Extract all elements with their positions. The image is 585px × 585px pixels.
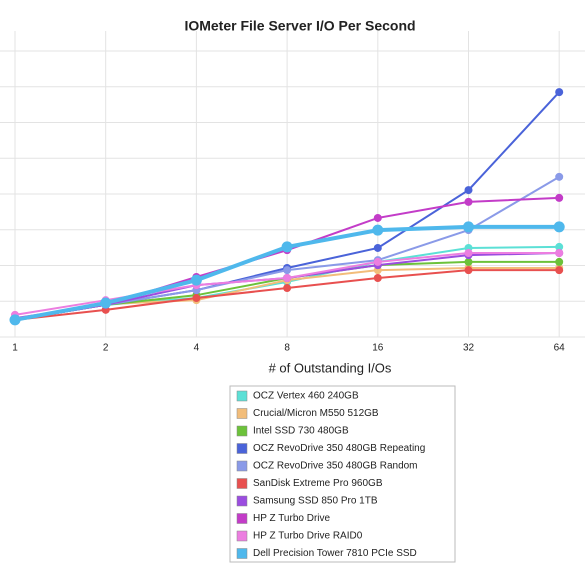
data-point xyxy=(555,172,564,181)
data-point xyxy=(372,224,384,236)
data-point xyxy=(283,274,292,283)
data-point xyxy=(464,248,473,257)
legend-label: OCZ Vertex 460 240GB xyxy=(253,391,359,402)
data-point xyxy=(9,314,21,326)
data-point xyxy=(464,257,473,266)
legend-swatch xyxy=(236,513,248,524)
x-axis-label: # of Outstanding I/Os xyxy=(269,360,392,375)
legend-label: HP Z Turbo Drive RAID0 xyxy=(253,531,363,542)
data-point xyxy=(555,88,564,97)
data-point xyxy=(555,193,564,202)
legend-label: Dell Precision Tower 7810 PCIe SSD xyxy=(253,548,417,559)
legend-swatch xyxy=(236,425,248,437)
data-point xyxy=(373,274,382,283)
legend-label: HP Z Turbo Drive xyxy=(253,513,330,524)
legend-swatch xyxy=(236,478,248,489)
data-point xyxy=(555,266,564,275)
legend-swatch xyxy=(236,390,248,402)
x-tick-label: 4 xyxy=(194,343,200,354)
data-point xyxy=(463,221,474,233)
x-tick-label: 2 xyxy=(103,343,109,354)
legend-swatch xyxy=(236,548,248,559)
chart-title: IOMeter File Server I/O Per Second xyxy=(184,18,415,34)
data-point xyxy=(190,274,202,286)
data-point xyxy=(464,197,473,206)
legend xyxy=(229,385,456,563)
legend-swatch xyxy=(236,443,248,454)
data-point xyxy=(555,242,564,251)
x-tick-label: 16 xyxy=(372,343,384,354)
legend-swatch xyxy=(236,460,248,472)
legend-label: OCZ RevoDrive 350 480GB Repeating xyxy=(253,443,425,454)
data-point xyxy=(373,243,382,252)
data-point xyxy=(283,266,292,275)
x-tick-label: 8 xyxy=(284,343,290,354)
legend-label: OCZ RevoDrive 350 480GB Random xyxy=(253,461,418,472)
data-point xyxy=(373,213,382,222)
x-tick-label: 1 xyxy=(12,343,18,354)
legend-label: SanDisk Extreme Pro 960GB xyxy=(253,478,383,489)
x-tick-label: 64 xyxy=(554,343,566,354)
data-point xyxy=(283,284,292,293)
legend-label: Samsung SSD 850 Pro 1TB xyxy=(253,496,378,507)
data-point xyxy=(100,297,112,309)
legend-label: Intel SSD 730 480GB xyxy=(253,426,349,437)
legend-swatch xyxy=(236,408,248,419)
legend-label: Crucial/Micron M550 512GB xyxy=(253,408,379,419)
data-point xyxy=(464,266,473,275)
x-tick-label: 32 xyxy=(463,343,475,354)
data-point xyxy=(373,257,382,266)
data-point xyxy=(553,221,565,233)
data-point xyxy=(555,257,564,266)
legend-swatch xyxy=(236,530,248,542)
data-point xyxy=(192,294,201,303)
data-point xyxy=(555,248,564,257)
legend-swatch xyxy=(236,495,248,507)
data-point xyxy=(281,241,293,253)
data-point xyxy=(464,186,473,195)
